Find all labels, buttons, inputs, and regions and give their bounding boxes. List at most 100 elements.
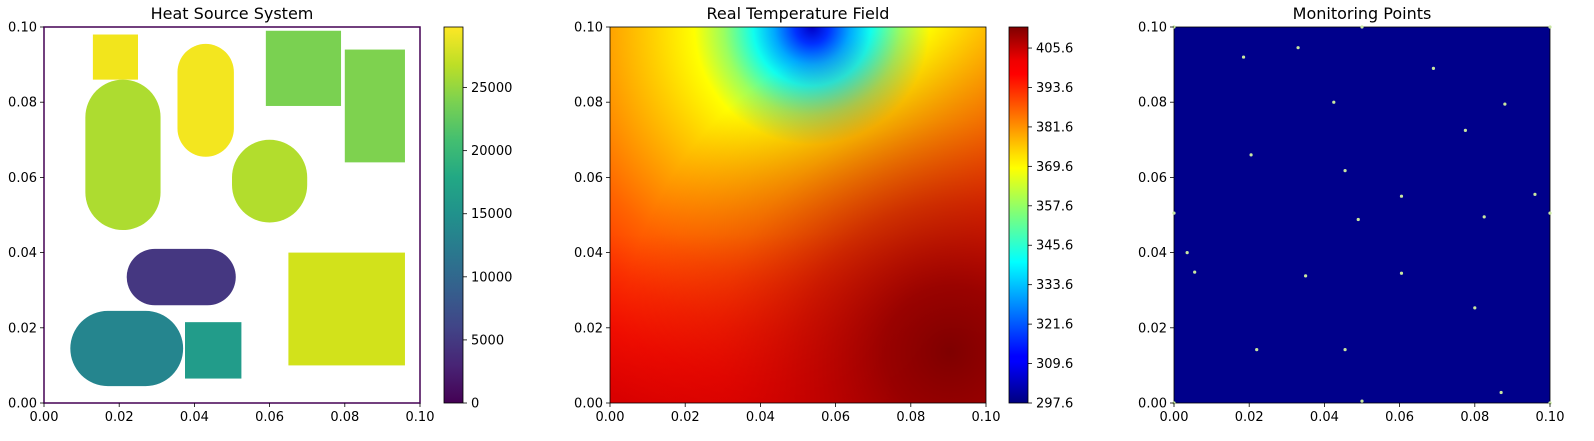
colorbar-tick-label: 10000: [471, 270, 512, 285]
y-tick-label: 0.00: [1138, 397, 1167, 412]
colorbar-tick-label: 297.6: [1036, 397, 1073, 412]
y-tick-label: 0.08: [574, 96, 603, 111]
y-tick-label: 0.00: [8, 397, 37, 412]
temperature-field: [610, 27, 986, 403]
y-tick-label: 0.00: [574, 397, 603, 412]
monitoring-point: [1343, 169, 1347, 173]
monitoring-point: [1193, 270, 1197, 274]
y-tick-label: 0.06: [1138, 171, 1167, 186]
colorbar-tick-label: 381.6: [1036, 120, 1073, 135]
temperature-colorbar-ticks: 297.6 309.6 321.6 333.6 345.6 357.6 369.6 381.6…: [1028, 42, 1073, 412]
y-tick-label: 0.10: [1138, 21, 1167, 36]
heat-source-stadium: [126, 248, 236, 306]
y-tick-label: 0.04: [574, 246, 603, 261]
temperature-colorbar: [1008, 26, 1029, 404]
monitoring-point: [1503, 102, 1507, 106]
monitoring-panel: 0.00 0.02 0.04 0.06 0.08 0.10 0.00 0.02 0.04 0.06…: [1138, 4, 1564, 425]
y-tick-label: 0.06: [8, 171, 37, 186]
heat-source-colorbar-ticks: 0 5000 10000 15000 20000 25000: [463, 81, 512, 412]
x-tick-label: 0.08: [1460, 410, 1489, 425]
colorbar-tick-label: 15000: [471, 207, 512, 222]
y-tick-label: 0.10: [574, 21, 603, 36]
heat-source-rect: [288, 252, 405, 366]
monitoring-point: [1360, 399, 1364, 403]
heat-source-stadium: [232, 139, 308, 223]
heat-source-panel: 0.00 0.02 0.04 0.06 0.08 0.10 0.00 0.02 0.04 0.06…: [8, 4, 512, 425]
y-tick-label: 0.06: [574, 171, 603, 186]
x-tick-label: 0.08: [330, 410, 359, 425]
monitoring-point: [1360, 25, 1364, 29]
heat-source-rect: [344, 49, 405, 163]
monitoring-point: [1185, 251, 1189, 255]
colorbar-tick-label: 357.6: [1036, 199, 1073, 214]
monitoring-point: [1431, 66, 1436, 70]
y-tick-label: 0.04: [1138, 246, 1167, 261]
colorbar-tick-label: 369.6: [1036, 160, 1073, 175]
y-tick-label: 0.08: [8, 96, 37, 111]
heat-sources: [70, 30, 405, 387]
x-tick-label: 0.00: [596, 410, 625, 425]
y-tick-label: 0.10: [8, 21, 37, 36]
monitoring-point: [1473, 306, 1477, 310]
monitoring-point: [1172, 211, 1176, 215]
monitoring-point: [1332, 100, 1336, 104]
heat-source-colorbar: [443, 26, 464, 404]
monitoring-point: [1499, 390, 1503, 395]
x-tick-label: 0.04: [180, 410, 209, 425]
y-tick-label: 0.02: [8, 321, 37, 336]
colorbar-tick-label: 321.6: [1036, 318, 1073, 333]
monitoring-point: [1296, 46, 1300, 50]
colorbar-tick-label: 393.6: [1036, 81, 1073, 96]
monitoring-point: [1399, 194, 1404, 198]
x-tick-label: 0.06: [1385, 410, 1414, 425]
heat-source-rect: [265, 30, 342, 106]
monitoring-point: [1482, 215, 1486, 219]
colorbar-tick-label: 0: [471, 397, 479, 412]
heat-source-axes: 0.00 0.02 0.04 0.06 0.08 0.10 0.00 0.02 0.04 0.06…: [8, 21, 434, 426]
monitoring-point: [1399, 271, 1404, 275]
x-tick-label: 0.10: [1536, 410, 1565, 425]
x-tick-label: 0.10: [406, 410, 435, 425]
monitoring-title: Monitoring Points: [1293, 4, 1432, 23]
heat-source-stadium: [85, 79, 161, 231]
heat-source-title: Heat Source System: [151, 4, 314, 23]
monitoring-point: [1463, 128, 1467, 132]
colorbar-tick-label: 20000: [471, 144, 512, 159]
temperature-panel: 0.00 0.02 0.04 0.06 0.08 0.10 0.00 0.02 0.04 0.06…: [574, 4, 1073, 425]
colorbar-tick-label: 5000: [471, 333, 504, 348]
temperature-title: Real Temperature Field: [707, 4, 890, 23]
colorbar-tick-label: 345.6: [1036, 239, 1073, 254]
monitoring-points: [1172, 25, 1552, 405]
monitoring-point: [1533, 192, 1537, 196]
monitoring-point: [1343, 348, 1347, 352]
x-tick-label: 0.00: [1160, 410, 1189, 425]
y-tick-label: 0.02: [1138, 321, 1167, 336]
heat-source-rect: [92, 34, 138, 80]
temperature-frame: [609, 26, 987, 404]
x-tick-label: 0.04: [746, 410, 775, 425]
heat-source-stadium: [70, 310, 184, 387]
x-tick-label: 0.06: [255, 410, 284, 425]
x-tick-label: 0.02: [105, 410, 134, 425]
y-tick-label: 0.02: [574, 321, 603, 336]
monitoring-point: [1304, 274, 1308, 278]
colorbar-tick-label: 333.6: [1036, 278, 1073, 293]
monitoring-point: [1548, 211, 1552, 215]
y-tick-label: 0.08: [1138, 96, 1167, 111]
y-tick-label: 0.04: [8, 246, 37, 261]
x-tick-label: 0.06: [821, 410, 850, 425]
monitoring-point: [1241, 55, 1246, 59]
temperature-axes: 0.00 0.02 0.04 0.06 0.08 0.10 0.00 0.02 0.04 0.06…: [574, 21, 1000, 426]
colorbar-tick-label: 309.6: [1036, 357, 1073, 372]
x-tick-label: 0.02: [671, 410, 700, 425]
heat-source-stadium: [177, 43, 234, 157]
x-tick-label: 0.02: [1235, 410, 1264, 425]
monitoring-point: [1356, 217, 1360, 222]
heat-source-frame: [43, 26, 421, 404]
colorbar-tick-label: 405.6: [1036, 42, 1073, 57]
monitoring-axes: 0.00 0.02 0.04 0.06 0.08 0.10 0.00 0.02 0.04 0.06…: [1138, 21, 1564, 426]
temperature-hot-region: [610, 27, 986, 403]
monitoring-point: [1548, 25, 1552, 29]
monitoring-point: [1255, 348, 1259, 352]
